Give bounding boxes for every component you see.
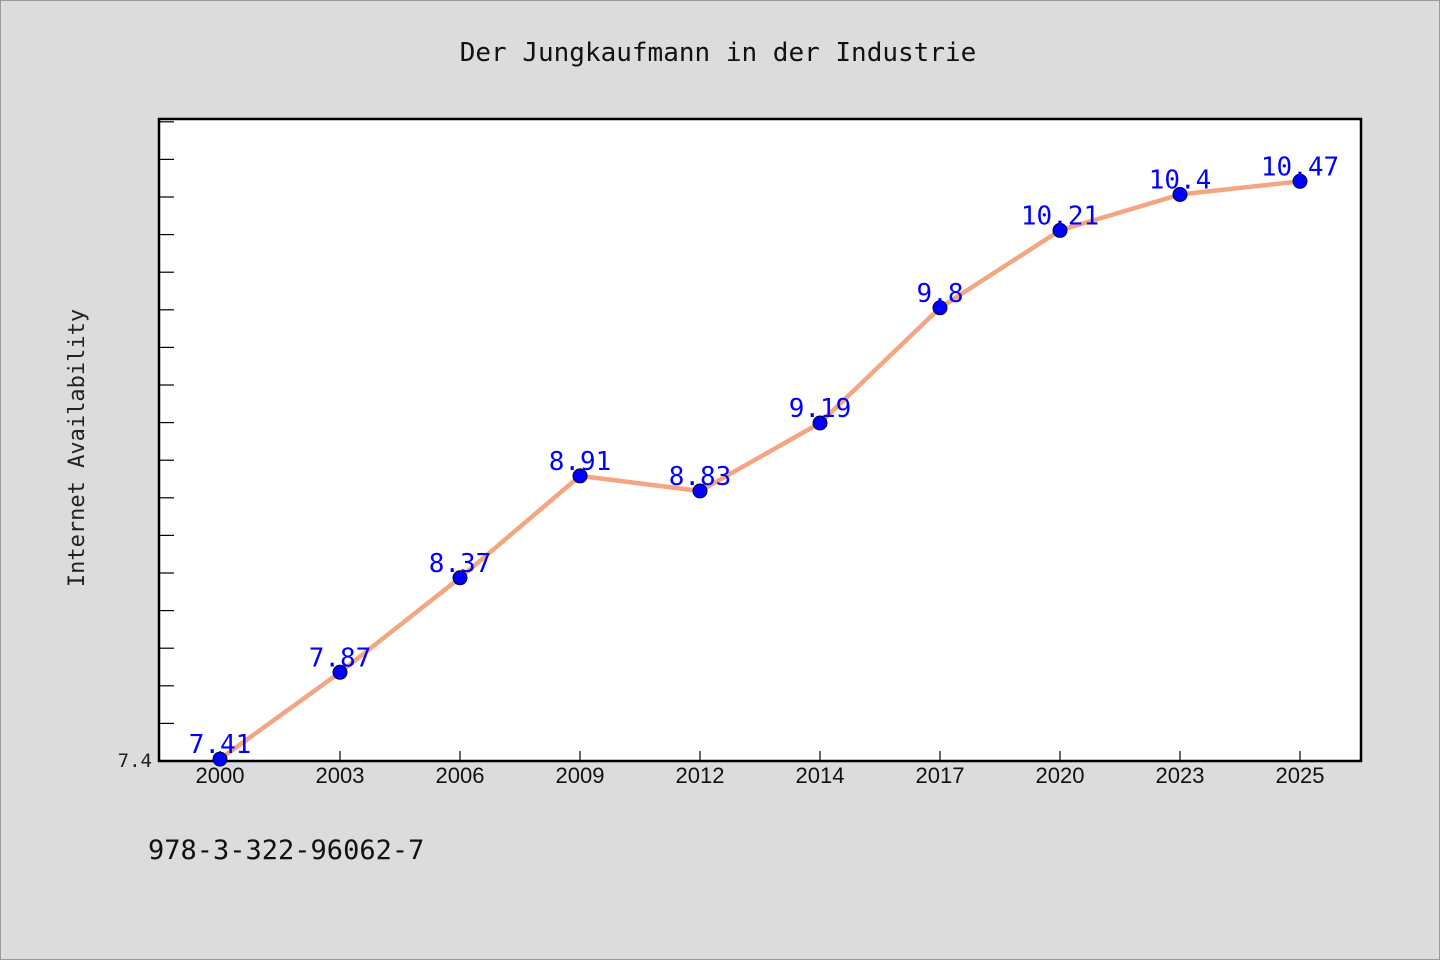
data-point (692, 483, 708, 499)
chart-title: Der Jungkaufmann in der Industrie (460, 38, 977, 68)
data-point (812, 415, 828, 431)
data-label: 9.8 (917, 279, 964, 309)
data-point (332, 664, 348, 680)
x-tick-label: 2020 (1036, 763, 1085, 788)
data-point (572, 468, 588, 484)
x-tick-label: 2009 (556, 763, 605, 788)
data-label: 7.41 (189, 730, 252, 760)
data-label: 8.91 (549, 447, 612, 477)
x-axis-tick-labels: 2000 2003 2006 2009 2012 2014 2017 2020 2023 2025 (196, 763, 1325, 788)
x-tick-label: 2014 (796, 763, 845, 788)
data-label: 7.87 (309, 643, 372, 673)
data-label: 10.47 (1261, 152, 1339, 182)
data-label: 9.19 (789, 394, 852, 424)
data-points (212, 173, 1308, 767)
data-label: 10.21 (1021, 201, 1099, 231)
x-tick-label: 2025 (1276, 763, 1325, 788)
x-tick-label: 2017 (916, 763, 965, 788)
data-point (1172, 187, 1188, 202)
isbn-text: 978-3-322-96062-7 (148, 835, 425, 866)
data-point (1052, 222, 1068, 238)
x-tick-label: 2023 (1156, 763, 1205, 788)
data-point (932, 300, 948, 316)
x-tick-label: 2012 (676, 763, 725, 788)
data-labels: 7.41 7.87 8.37 8.91 8.83 9.19 9.8 10.21 10.4 10.4… (189, 152, 1339, 760)
data-label: 10.4 (1149, 166, 1212, 196)
data-point (1292, 173, 1308, 189)
data-label: 8.37 (429, 549, 492, 579)
y-axis-ticks (159, 121, 174, 725)
x-tick-label: 2000 (196, 763, 245, 788)
y-tick-label: 7.4 (118, 750, 152, 772)
data-label: 8.83 (669, 462, 732, 492)
data-point (452, 570, 468, 586)
data-point (212, 751, 228, 767)
plot-area (157, 117, 1363, 763)
y-axis-label: Internet Availability (65, 309, 90, 587)
series-line (217, 179, 1303, 762)
x-tick-label: 2006 (436, 763, 485, 788)
x-tick-label: 2003 (316, 763, 365, 788)
